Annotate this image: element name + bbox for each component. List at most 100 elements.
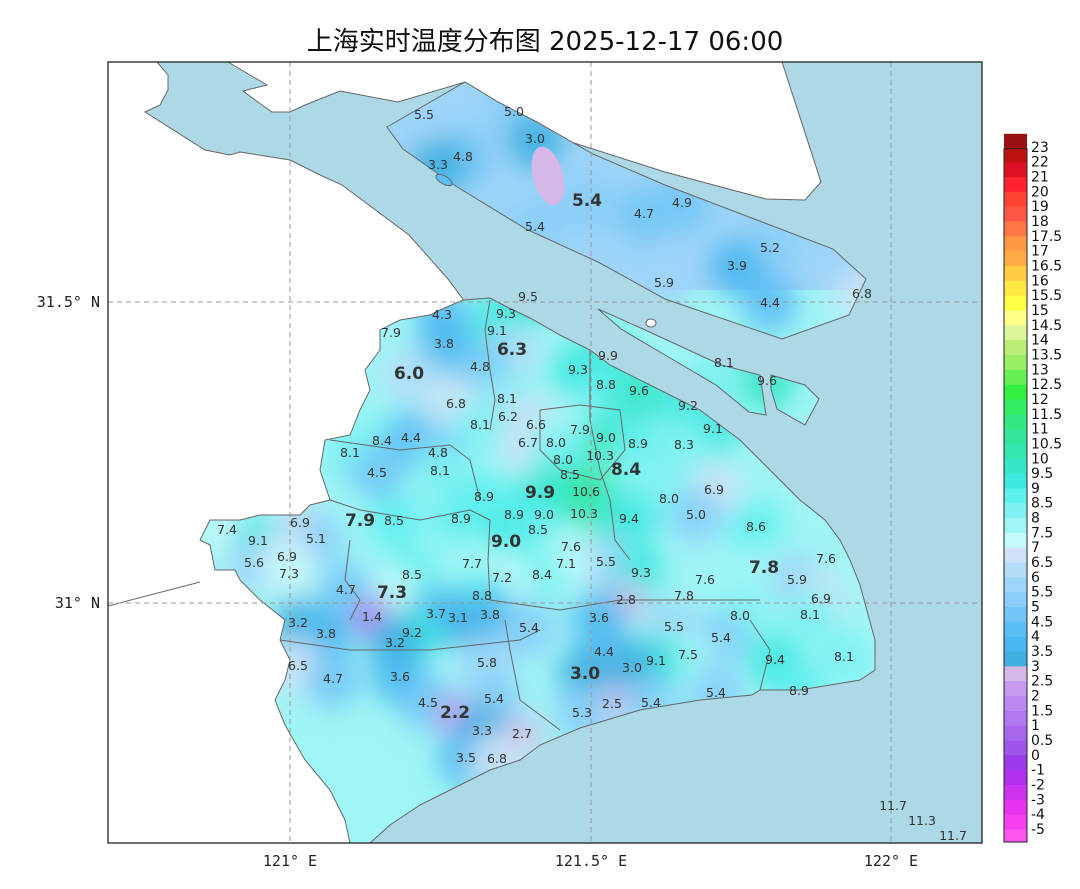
colorbar-tick-label: 4 <box>1031 629 1040 645</box>
station-temperature-label: 5.3 <box>572 705 592 720</box>
station-temperature-label: 2.5 <box>602 696 622 711</box>
colorbar-segment <box>1004 695 1027 711</box>
station-temperature-label: 4.7 <box>634 206 654 221</box>
colorbar-segment <box>1004 413 1027 430</box>
colorbar-tick-label: 15 <box>1031 303 1049 319</box>
colorbar-segment <box>1004 206 1027 222</box>
district-mean-label: 9.9 <box>525 483 555 503</box>
station-temperature-label: 8.5 <box>384 513 404 528</box>
station-temperature-label: 5.4 <box>484 691 504 706</box>
station-temperature-label: 8.0 <box>546 435 566 450</box>
colorbar-segment <box>1004 339 1027 355</box>
station-labels: 5.5 5.03.04.83.35.44.74.95.45.23.95.94.46… <box>217 104 967 843</box>
station-temperature-label: 4.9 <box>672 195 692 210</box>
colorbar-tick-label: 6 <box>1031 570 1040 586</box>
colorbar-segment <box>1004 547 1027 563</box>
station-temperature-label: 3.1 <box>448 610 468 625</box>
station-temperature-label: 6.9 <box>290 515 310 530</box>
station-temperature-label: 8.9 <box>628 436 648 451</box>
temperature-blob <box>668 488 724 544</box>
colorbar-segment <box>1004 710 1027 726</box>
colorbar-tick-label: 17.5 <box>1031 229 1062 245</box>
station-temperature-label: 8.9 <box>474 489 494 504</box>
colorbar-tick-label: 0.5 <box>1031 733 1053 749</box>
temperature-blob <box>349 446 405 502</box>
colorbar-tick-label: 13.5 <box>1031 347 1062 363</box>
colorbar-segment <box>1004 799 1027 815</box>
station-temperature-label: 9.3 <box>568 362 588 377</box>
colorbar-tick-label: 20 <box>1031 184 1049 200</box>
map-title: 上海实时温度分布图 2025-12-17 06:00 <box>307 27 784 57</box>
colorbar-tick-label: 12 <box>1031 392 1049 408</box>
station-temperature-label: 7.6 <box>561 539 581 554</box>
x-tick-label: 121° E <box>263 852 317 870</box>
colorbar-tick-label: 7 <box>1031 540 1040 556</box>
colorbar-segment <box>1004 309 1027 326</box>
station-temperature-label: 9.0 <box>534 507 554 522</box>
station-temperature-label: 8.3 <box>674 437 694 452</box>
colorbar-segment <box>1004 161 1027 177</box>
colorbar-segment <box>1004 784 1027 800</box>
station-temperature-label: 9.6 <box>757 373 777 388</box>
station-temperature-label: 3.0 <box>622 660 642 675</box>
station-temperature-label: 7.9 <box>381 325 401 340</box>
colorbar-segment <box>1004 651 1027 667</box>
district-mean-label: 6.0 <box>394 364 424 384</box>
colorbar-tick-label: 21 <box>1031 169 1049 185</box>
province-boundary <box>108 581 201 607</box>
colorbar-frame <box>1003 148 1028 843</box>
station-temperature-label: 5.8 <box>477 655 497 670</box>
colorbar-tick-label: -4 <box>1031 807 1045 823</box>
colorbar-tick-label: 16 <box>1031 273 1049 289</box>
station-temperature-label: 4.4 <box>760 295 780 310</box>
station-temperature-label: 5.0 <box>686 507 706 522</box>
colorbar-segment <box>1004 295 1027 311</box>
station-temperature-label: 5.4 <box>641 695 661 710</box>
district-mean-label: 7.9 <box>345 511 375 531</box>
colorbar-segment <box>1004 680 1027 697</box>
x-tick-label: 121.5° E <box>555 852 627 870</box>
colorbar-tick-label: -1 <box>1031 763 1045 779</box>
station-temperature-label: 9.9 <box>598 348 618 363</box>
colorbar-segment <box>1004 591 1027 608</box>
colorbar-segment <box>1004 532 1027 548</box>
station-temperature-label: 8.1 <box>340 445 360 460</box>
colorbar-tick-label: 18 <box>1031 214 1049 230</box>
station-temperature-label: 5.1 <box>306 531 326 546</box>
station-temperature-label: 9.5 <box>518 289 538 304</box>
colorbar-segment <box>1004 369 1027 385</box>
colorbar-segment <box>1004 665 1027 682</box>
colorbar-segment <box>1004 324 1027 341</box>
colorbar-segment <box>1004 636 1027 652</box>
station-temperature-label: 9.2 <box>678 398 698 413</box>
colorbar-segment <box>1004 814 1027 830</box>
station-temperature-label: 7.6 <box>816 551 836 566</box>
station-temperature-label: 1.4 <box>362 609 382 624</box>
colorbar-segment <box>1004 502 1027 519</box>
station-temperature-label: 8.5 <box>560 467 580 482</box>
station-temperature-label: 8.8 <box>596 377 616 392</box>
temperature-blob <box>601 492 657 548</box>
station-temperature-label: 8.9 <box>789 683 809 698</box>
colorbar-segment <box>1004 829 1027 843</box>
colorbar-segment <box>1004 443 1027 459</box>
station-temperature-label: 6.8 <box>852 286 872 301</box>
colorbar-tick-label: 6.5 <box>1031 555 1053 571</box>
station-temperature-label: 8.9 <box>451 511 471 526</box>
colorbar-tick-label: 19 <box>1031 199 1049 215</box>
colorbar-segment <box>1004 220 1027 237</box>
colorbar-segment <box>1004 576 1027 593</box>
station-temperature-label: 7.4 <box>217 522 237 537</box>
station-temperature-label: 8.1 <box>497 391 517 406</box>
station-temperature-label: 9.3 <box>496 306 516 321</box>
station-temperature-label: 5.4 <box>519 620 539 635</box>
station-temperature-label: 7.5 <box>678 647 698 662</box>
station-temperature-label: 8.5 <box>402 567 422 582</box>
colorbar-tick-label: 8 <box>1031 511 1040 527</box>
station-temperature-label: 7.6 <box>695 572 715 587</box>
colorbar-segment <box>1004 487 1027 504</box>
temperature-blob <box>559 175 615 231</box>
colorbar-tick-label: 11 <box>1031 422 1049 438</box>
station-temperature-label: 5.5 <box>664 619 684 634</box>
station-temperature-label: 3.3 <box>428 157 448 172</box>
